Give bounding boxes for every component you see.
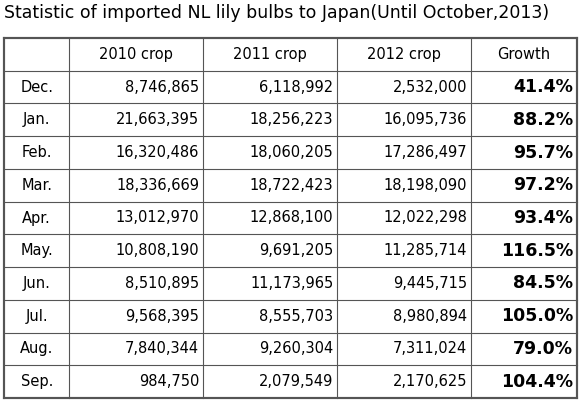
Text: 2,079,549: 2,079,549 [259, 374, 334, 389]
Text: 984,750: 984,750 [139, 374, 200, 389]
Text: 10,808,190: 10,808,190 [115, 243, 200, 258]
Text: 41.4%: 41.4% [513, 78, 573, 96]
Text: Apr.: Apr. [22, 210, 51, 226]
Text: 2,170,625: 2,170,625 [393, 374, 467, 389]
Text: 12,022,298: 12,022,298 [383, 210, 467, 226]
Text: Jan.: Jan. [23, 112, 50, 127]
Text: Statistic of imported NL lily bulbs to Japan(Until October,2013): Statistic of imported NL lily bulbs to J… [4, 4, 549, 22]
Text: 11,285,714: 11,285,714 [383, 243, 467, 258]
Text: 8,555,703: 8,555,703 [259, 309, 333, 324]
Text: 18,722,423: 18,722,423 [249, 178, 334, 193]
Text: 9,568,395: 9,568,395 [125, 309, 200, 324]
Text: 18,060,205: 18,060,205 [249, 145, 334, 160]
Text: Sep.: Sep. [20, 374, 53, 389]
Text: Jun.: Jun. [23, 276, 50, 291]
Text: 116.5%: 116.5% [501, 242, 573, 260]
Text: 2012 crop: 2012 crop [367, 47, 441, 62]
Text: 93.4%: 93.4% [513, 209, 573, 227]
Text: Growth: Growth [498, 47, 550, 62]
Text: 2011 crop: 2011 crop [233, 47, 307, 62]
Text: 2,532,000: 2,532,000 [393, 80, 467, 94]
Text: 7,840,344: 7,840,344 [125, 342, 200, 356]
Text: Aug.: Aug. [20, 342, 53, 356]
Text: 8,510,895: 8,510,895 [125, 276, 200, 291]
Text: 79.0%: 79.0% [513, 340, 573, 358]
Text: 18,336,669: 18,336,669 [117, 178, 200, 193]
Text: 7,311,024: 7,311,024 [393, 342, 467, 356]
Text: May.: May. [20, 243, 53, 258]
Text: 16,095,736: 16,095,736 [384, 112, 467, 127]
Text: 21,663,395: 21,663,395 [116, 112, 200, 127]
Text: 18,256,223: 18,256,223 [250, 112, 334, 127]
Text: 88.2%: 88.2% [513, 111, 573, 129]
Text: 13,012,970: 13,012,970 [115, 210, 200, 226]
Text: Dec.: Dec. [20, 80, 53, 94]
Text: 16,320,486: 16,320,486 [116, 145, 200, 160]
Text: 105.0%: 105.0% [501, 307, 573, 325]
Text: 12,868,100: 12,868,100 [249, 210, 334, 226]
Text: 97.2%: 97.2% [513, 176, 573, 194]
Text: 9,691,205: 9,691,205 [259, 243, 334, 258]
Text: 84.5%: 84.5% [513, 274, 573, 292]
Text: 9,445,715: 9,445,715 [393, 276, 467, 291]
Text: 18,198,090: 18,198,090 [383, 178, 467, 193]
Text: 9,260,304: 9,260,304 [259, 342, 334, 356]
Text: 2010 crop: 2010 crop [99, 47, 173, 62]
Text: 8,980,894: 8,980,894 [393, 309, 467, 324]
Text: Feb.: Feb. [21, 145, 52, 160]
Text: 104.4%: 104.4% [501, 373, 573, 391]
Text: Jul.: Jul. [26, 309, 48, 324]
Text: 17,286,497: 17,286,497 [383, 145, 467, 160]
Text: 6,118,992: 6,118,992 [259, 80, 333, 94]
Text: Mar.: Mar. [21, 178, 52, 193]
Text: 8,746,865: 8,746,865 [125, 80, 200, 94]
Text: 95.7%: 95.7% [513, 144, 573, 162]
Text: 11,173,965: 11,173,965 [250, 276, 334, 291]
